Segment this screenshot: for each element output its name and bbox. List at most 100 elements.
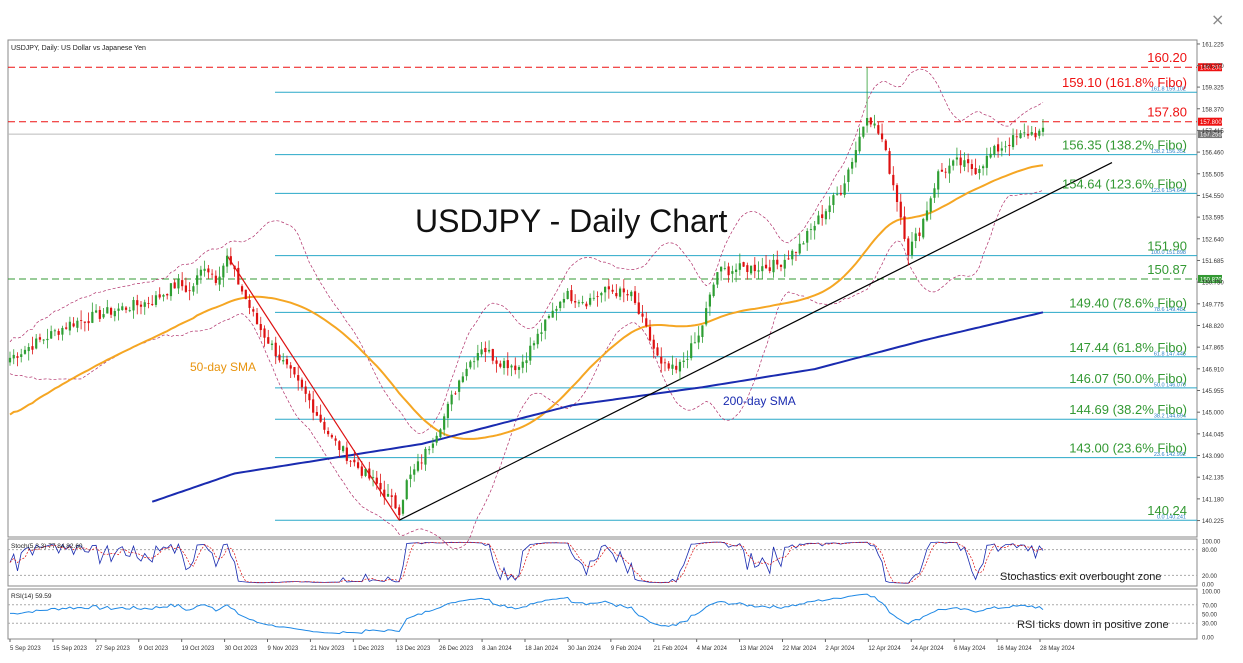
x-tick-label: 27 Sep 2023 [96,646,131,652]
candle-body [237,267,240,285]
candle-body [914,233,917,241]
candle-body [600,292,603,296]
candle-body [1011,135,1015,148]
close-icon[interactable]: × [1211,10,1225,29]
fibo-small-label: 0.0 140.241 [1157,515,1186,521]
candle-body [922,218,925,238]
stoch-tick-label: 80.00 [1202,548,1218,554]
y-tick-label: 153.595 [1202,216,1224,222]
candle-body [132,300,135,311]
candle-body [731,271,734,274]
candle-body [903,216,906,239]
candle-body [929,198,932,212]
candle-body [255,312,259,325]
rsi-tick-label: 70.00 [1202,603,1218,609]
candle-body [716,272,719,285]
bollinger-upper [9,68,1044,434]
price-tag [1198,63,1222,72]
candle-body [443,416,446,430]
candle-body [91,311,94,323]
candle-body [177,278,180,289]
moving-averages [9,164,1044,503]
x-tick-label: 13 Dec 2023 [396,646,431,652]
candle-body [585,303,588,307]
candle-body [776,259,779,265]
candle-body [151,303,154,305]
fibo-small-label: 38.2 144.694 [1154,414,1186,420]
candle-body [697,335,700,343]
candle-body [124,307,128,310]
candle-body [989,153,992,158]
rsi-pane: 100.00 70.00 50.00 30.00 0.00 [8,590,1221,642]
candle-body [952,160,955,166]
rsi-pane-frame [7,588,1198,640]
x-axis: 5 Sep 2023 15 Sep 2023 27 Sep 2023 9 Oct 20… [9,639,1075,652]
sma200-line [151,311,1044,503]
candle-body [787,258,790,260]
fibo-level-label: 146.07 (50.0% Fibo) [1069,371,1187,386]
candle-body [297,375,300,381]
candle-body [345,447,348,461]
candle-body [836,193,839,195]
x-tick-label: 9 Oct 2023 [139,646,169,652]
candle-body [723,268,726,269]
candle-body [910,241,914,256]
x-tick-label: 28 May 2024 [1040,646,1075,652]
x-tick-label: 1 Dec 2023 [353,646,384,652]
candle-body [300,379,304,388]
x-tick-label: 13 Mar 2024 [740,646,774,652]
candle-body [386,493,390,497]
fibo-small-label: 23.6 142.992 [1154,452,1186,458]
candle-body [982,166,985,169]
candle-body [80,320,83,321]
y-tick-label: 149.775 [1202,302,1224,308]
candle-body [211,273,214,275]
x-tick-label: 12 Apr 2024 [868,646,901,652]
x-tick-label: 2 Apr 2024 [825,646,855,652]
candle-body [143,302,146,307]
candle-body [806,230,809,243]
candle-body [761,266,764,272]
candle-body [102,314,105,318]
candle-body [263,328,266,338]
candle-body [76,320,79,328]
x-tick-label: 30 Oct 2023 [225,646,258,652]
candle-body [734,269,738,272]
price-tag-text: 160.200 [1200,66,1222,72]
candle-body [12,354,15,359]
candle-body [244,289,247,300]
candle-body [1041,127,1045,132]
candle-body [435,435,438,443]
fibo-small-label: 50.0 146.070 [1154,382,1186,388]
rsi-tick-label: 30.00 [1202,622,1218,628]
candle-body [791,250,794,260]
candle-body [817,215,820,225]
candle-body [8,357,12,363]
candle-body [955,157,959,160]
candle-body [1004,146,1007,148]
candle-body [225,255,229,267]
candle-body [136,300,139,306]
candle-body [450,394,453,405]
candle-body [233,265,236,270]
x-tick-label: 5 Sep 2023 [10,646,41,652]
candle-body [240,286,244,292]
candle-body [888,151,891,174]
candle-body [626,294,629,296]
sma50-label: 50-day SMA [190,360,256,374]
candle-body [944,171,947,173]
candle-body [551,310,554,318]
candle-body [1034,132,1037,138]
candle-body [641,313,644,317]
candle-body [749,265,753,274]
candle-body [985,155,988,168]
y-tick-label: 160.270 [1202,64,1224,70]
candle-body [757,270,760,272]
candle-body [416,461,420,471]
candle-body [660,356,663,364]
candle-body [16,356,19,358]
candle-body [779,264,783,267]
dashed-level-label: 157.80 [1147,105,1187,120]
candle-body [72,323,75,327]
candle-body [675,365,678,370]
